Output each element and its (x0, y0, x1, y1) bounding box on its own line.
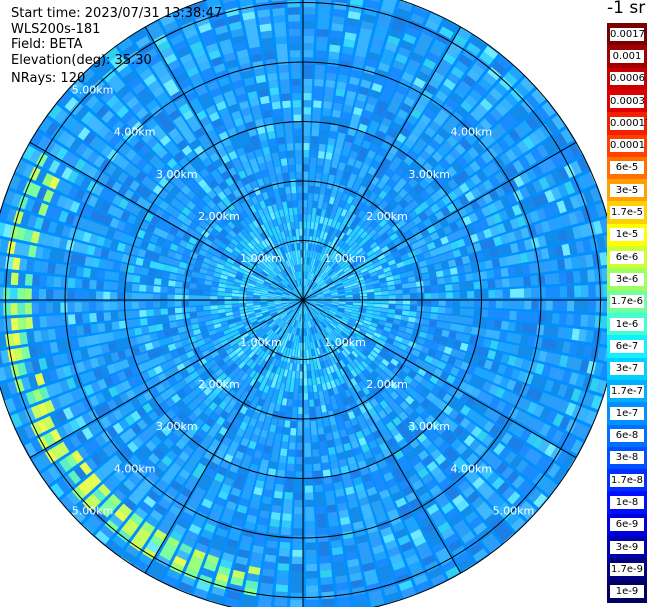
colorbar-cell: 0.0017 (607, 23, 647, 46)
colorbar-cell: 0.00017 (607, 112, 647, 136)
azimuth-spoke (302, 26, 462, 301)
range-ring-label: 2.00km (366, 378, 408, 391)
range-ring-label: 4.00km (451, 126, 493, 139)
colorbar-cell: 1e-5 (607, 223, 647, 247)
colorbar-cell: 6e-8 (607, 424, 647, 448)
colorbar-cell: 1e-9 (607, 580, 647, 604)
colorbar-cell: 1.7e-8 (607, 469, 647, 492)
colorbar-cell: 6e-7 (607, 335, 647, 359)
colorbar-tick-label: 3e-6 (610, 273, 644, 287)
colorbar-tick-label: 0.001 (610, 49, 644, 63)
range-ring-label: 4.00km (451, 462, 493, 475)
colorbar-tick-label: 6e-9 (610, 518, 644, 532)
range-ring-label: 5.00km (72, 84, 114, 97)
elevation-label: Elevation(deg): 35.30 (11, 53, 152, 68)
colorbar-tick-label: 0.00017 (610, 116, 647, 130)
range-ring-label: 5.00km (72, 504, 114, 517)
range-ring-label: 5.00km (493, 504, 535, 517)
range-ring-label: 2.00km (198, 210, 240, 223)
colorbar-tick-label: 0.0017 (610, 27, 645, 41)
colorbar-tick-label: 3e-5 (610, 183, 644, 197)
colorbar-tick-label: 1.7e-6 (610, 295, 644, 309)
azimuth-spoke (302, 299, 462, 574)
gate-layer (0, 0, 617, 607)
range-ring-label: 1.00km (240, 252, 282, 265)
colorbar-tick-label: 1.7e-9 (610, 563, 644, 577)
range-ring-label: 3.00km (408, 420, 450, 433)
colorbar-cell: 3e-5 (607, 179, 647, 202)
colorbar-tick-label: 6e-7 (610, 339, 644, 353)
colorbar-cell: 1e-8 (607, 491, 647, 515)
instrument-label: WLS200s-181 (11, 22, 101, 37)
colorbar-tick-label: 1.7e-8 (610, 473, 644, 487)
range-ring-labels: 1.00km 1.00km 1.00km 1.00km 2.00km 2.00km 2.00… (72, 84, 534, 518)
colorbar-cell: 0.001 (607, 45, 647, 69)
range-ring-label: 2.00km (198, 378, 240, 391)
colorbar-cell: 1.7e-6 (607, 290, 647, 314)
colorbar-tick-label: 6e-8 (610, 429, 644, 443)
colorbar-cell: 1e-7 (607, 402, 647, 426)
azimuth-spoke (29, 299, 304, 459)
colorbar-cell: 1e-6 (607, 313, 647, 336)
colorbar-tick-label: 0.0001 (610, 139, 645, 153)
colorbar-tick-label: 1e-6 (610, 317, 644, 331)
range-ring-label: 3.00km (156, 420, 198, 433)
gate-layer (0, 0, 617, 607)
colorbar-cell: 3e-7 (607, 357, 647, 381)
colorbar-cell: 1.7e-7 (607, 379, 647, 403)
colorbar-tick-label: 6e-5 (610, 161, 644, 175)
colorbar-cell: 3e-9 (607, 536, 647, 559)
colorbar-cell: 6e-9 (607, 513, 647, 537)
colorbar-unit-label: -1 sr (607, 0, 646, 18)
gate-layer (0, 0, 619, 607)
colorbar-cell: 1.7e-5 (607, 201, 647, 225)
colorbar-cell: 3e-6 (607, 268, 647, 292)
azimuth-spoke (144, 299, 304, 574)
colorbar-tick-label: 1e-9 (610, 585, 644, 599)
colorbar-tick-label: 3e-8 (610, 451, 644, 465)
colorbar-cell: 6e-5 (607, 156, 647, 180)
field-label: Field: BETA (11, 37, 83, 52)
colorbar-cell: 1.7e-9 (607, 558, 647, 582)
range-ring-label: 2.00km (366, 210, 408, 223)
range-ring-label: 4.00km (114, 462, 156, 475)
colorbar-cell: 0.0003 (607, 89, 647, 113)
range-ring-label: 3.00km (408, 168, 450, 181)
colorbar-tick-label: 3e-9 (610, 540, 644, 554)
range-ring-label: 1.00km (324, 252, 366, 265)
azimuth-spoke (144, 26, 304, 301)
colorbar-tick-label: 1.7e-5 (610, 206, 644, 220)
range-ring-label: 4.00km (114, 126, 156, 139)
start-time-label: Start time: 2023/07/31 13:38:47 (11, 6, 223, 21)
gate-layer (0, 0, 614, 605)
range-ring-label: 3.00km (156, 168, 198, 181)
nrays-label: NRays: 120 (11, 71, 86, 86)
colorbar-tick-label: 3e-7 (610, 362, 644, 376)
colorbar-cell: 6e-6 (607, 246, 647, 269)
colorbar-tick-label: 6e-6 (610, 250, 644, 264)
range-ring-label: 1.00km (240, 336, 282, 349)
colorbar-cell: 3e-8 (607, 446, 647, 470)
azimuth-spoke (29, 141, 304, 301)
colorbar: 0.0017 0.001 0.0006 0.0003 0.00017 0.0001 6e-5… (607, 23, 647, 604)
colorbar-tick-label: 1.7e-7 (610, 384, 644, 398)
gate-layer (3, 195, 259, 590)
azimuth-spoke (302, 141, 577, 301)
colorbar-tick-label: 1e-5 (610, 228, 644, 242)
colorbar-tick-label: 1e-7 (610, 406, 644, 420)
colorbar-tick-label: 0.0003 (610, 94, 645, 108)
colorbar-tick-label: 1e-8 (610, 496, 644, 510)
azimuth-spoke (302, 299, 577, 459)
colorbar-cell: 0.0001 (607, 134, 647, 158)
colorbar-tick-label: 0.0006 (610, 72, 645, 86)
range-ring-label: 1.00km (324, 336, 366, 349)
colorbar-cell: 0.0006 (607, 67, 647, 91)
